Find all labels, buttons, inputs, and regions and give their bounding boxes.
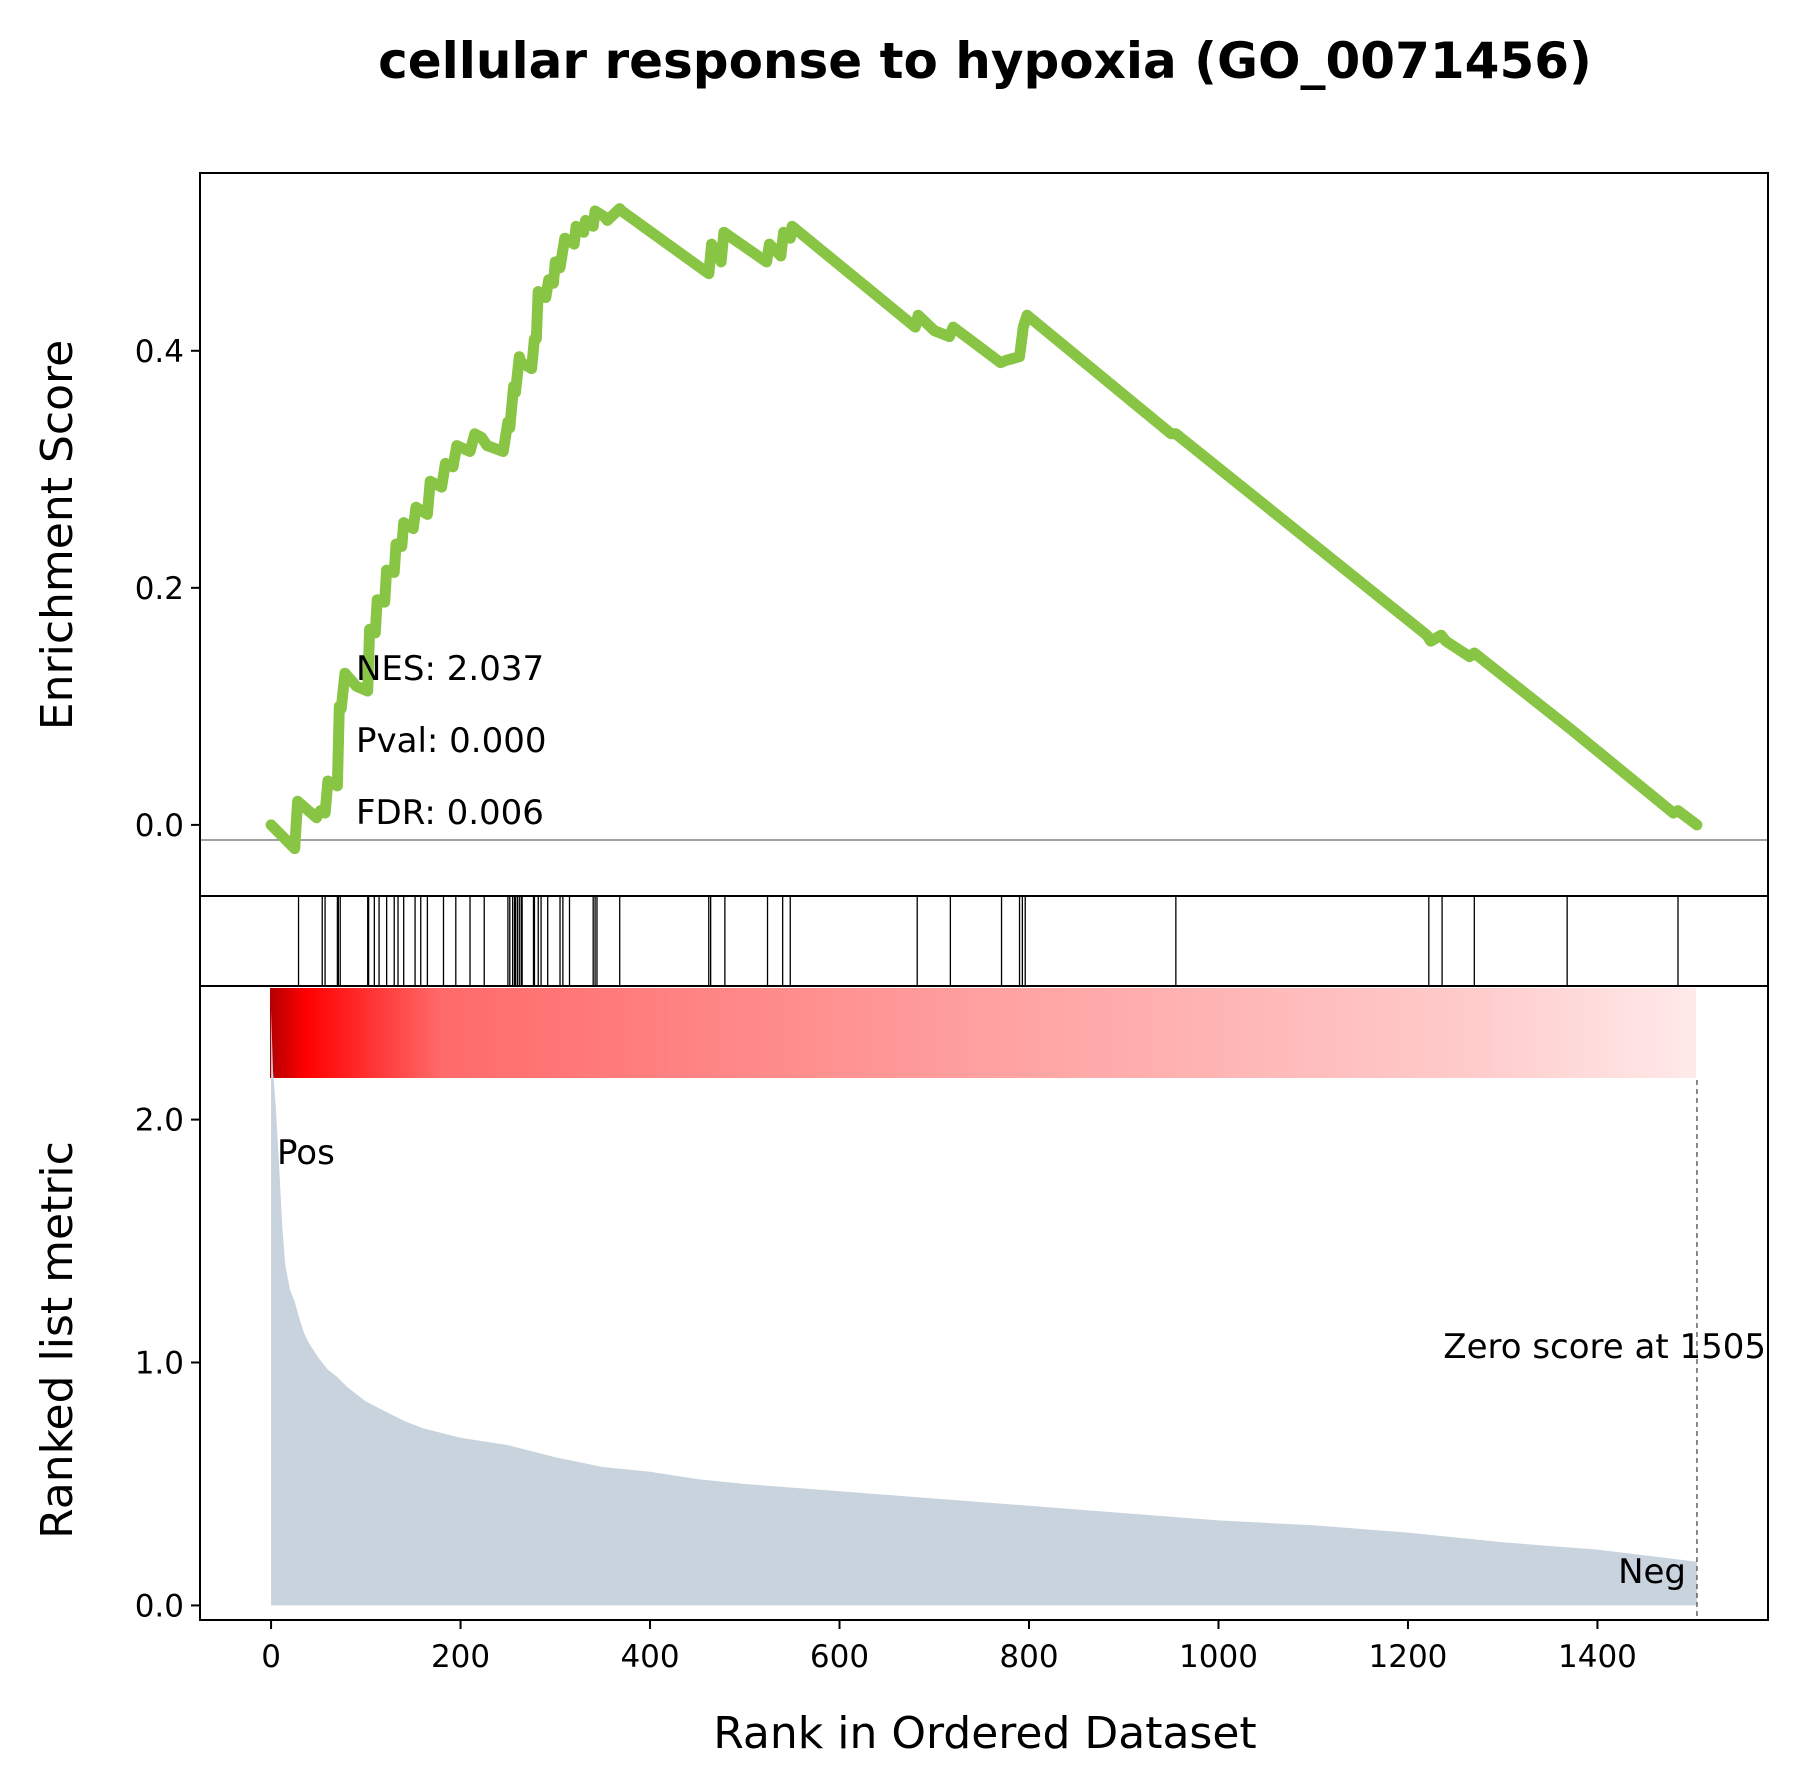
x-tick-label: 1200 (1369, 1639, 1448, 1675)
x-tick-label: 800 (999, 1639, 1058, 1675)
hits-panel (199, 895, 1769, 987)
ranked-y-tick-label: 1.0 (135, 1346, 184, 1382)
hit-lines (297, 896, 1679, 986)
rank-heatmap-bar (270, 988, 1696, 1078)
hits-panel-frame (199, 895, 1769, 987)
es-y-tick-label: 0.4 (135, 334, 184, 370)
x-tick-label: 400 (620, 1639, 679, 1675)
pos-label: Pos (277, 1133, 335, 1173)
ranked-panel: Zero score at 1505 Pos Neg 0.0 1.0 2.0 Ran… (32, 985, 1769, 1624)
ranked-y-tick-label: 2.0 (135, 1103, 184, 1139)
x-tick-label: 1400 (1558, 1639, 1637, 1675)
fdr-annotation: FDR: 0.006 (356, 793, 544, 833)
pval-annotation: Pval: 0.000 (356, 721, 547, 761)
es-y-axis: 0.0 0.2 0.4 (135, 334, 200, 844)
nes-annotation: NES: 2.037 (356, 649, 544, 689)
ranked-y-axis: 0.0 1.0 2.0 (135, 1103, 200, 1624)
es-y-axis-title: Enrichment Score (32, 340, 83, 730)
x-axis: 0 200 400 600 800 1000 1200 1400 (261, 1620, 1637, 1675)
es-y-tick-label: 0.2 (135, 571, 184, 607)
x-tick-label: 600 (810, 1639, 869, 1675)
es-panel-frame (199, 172, 1769, 897)
es-y-tick-label: 0.0 (135, 808, 184, 844)
x-tick-label: 200 (431, 1639, 490, 1675)
es-annotations: NES: 2.037 Pval: 0.000 FDR: 0.006 (356, 649, 547, 833)
chart-title: cellular response to hypoxia (GO_0071456… (378, 32, 1592, 90)
x-tick-label: 0 (261, 1639, 281, 1675)
ranked-y-tick-label: 0.0 (135, 1588, 184, 1624)
neg-label: Neg (1618, 1552, 1686, 1592)
zero-score-annotation: Zero score at 1505 (1443, 1327, 1766, 1367)
x-axis-title: Rank in Ordered Dataset (713, 1708, 1256, 1759)
ranked-y-axis-title: Ranked list metric (32, 1141, 83, 1539)
es-panel: 0.0 0.2 0.4 NES: 2.037 Pval: 0.000 FDR: 0.… (32, 172, 1769, 897)
ranked-metric-area (271, 1010, 1697, 1606)
es-series-line (265, 203, 1703, 855)
x-tick-label: 1000 (1179, 1639, 1258, 1675)
ranked-panel-frame (199, 985, 1769, 1621)
